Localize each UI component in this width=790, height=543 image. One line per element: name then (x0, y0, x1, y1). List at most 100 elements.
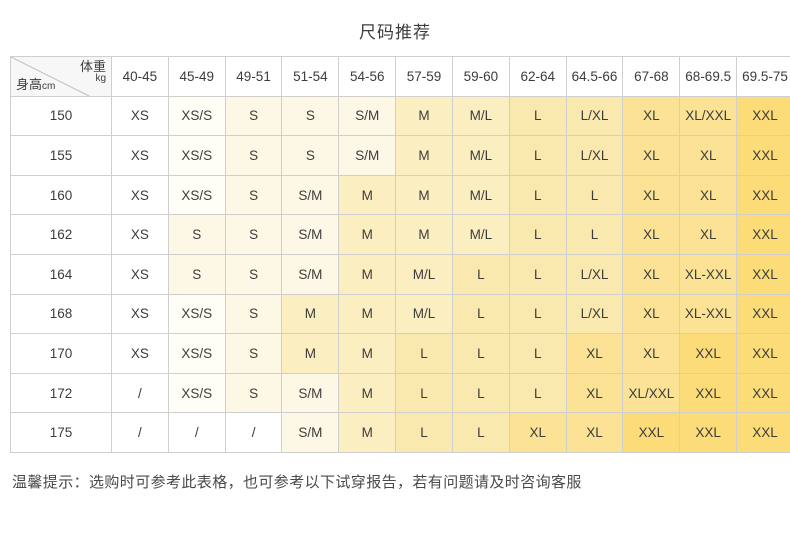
size-cell: XS (111, 174, 169, 216)
size-cell: L (508, 333, 567, 374)
size-cell: M/L (395, 293, 453, 335)
size-cell: S (224, 372, 283, 414)
size-cell: M (338, 253, 397, 295)
weight-column-header-7: 62-64 (508, 56, 567, 97)
weight-column-header-8: 64.5-66 (565, 56, 624, 97)
size-cell: XS/S (167, 95, 226, 137)
size-cell: M (395, 214, 453, 255)
size-cell: XL (622, 293, 681, 335)
size-cell: M (281, 293, 340, 335)
corner-header-cell: 体重 kg 身高cm (10, 56, 112, 97)
size-cell: XL (565, 372, 624, 414)
size-cell: XL-XXL (679, 293, 738, 335)
size-cell: L (508, 253, 567, 295)
height-row-label-8: 175 (10, 412, 112, 453)
size-cell: XL (508, 412, 567, 453)
size-cell: XXL (736, 214, 790, 255)
table-row: 175// / S/M M L L XL XL XXL XXL XXL (10, 412, 790, 453)
size-cell: XL/XXL (622, 372, 681, 414)
weight-column-header-11: 69.5-75 (736, 56, 790, 97)
corner-weight-label: 体重 kg (80, 60, 106, 84)
size-cell: S (224, 174, 283, 216)
size-cell: XS/S (167, 174, 226, 216)
size-cell: M (338, 372, 397, 414)
size-cell: XL (622, 174, 681, 216)
size-cell: XL (622, 333, 681, 374)
table-row: 155 XS XS/S S S S/M M M/L L L/XL XL XL XXL (10, 135, 790, 176)
size-cell: XS (111, 253, 169, 295)
size-cell: XL (622, 135, 681, 176)
size-cell: L (451, 333, 510, 374)
size-cell: XS (111, 333, 169, 374)
size-cell: XS (111, 293, 169, 335)
weight-column-header-1: 45-49 (167, 56, 226, 97)
size-cell: XL (565, 412, 624, 453)
size-cell: XL (565, 333, 624, 374)
size-cell: XXL (736, 293, 790, 335)
size-cell: L (451, 372, 510, 414)
size-cell: M (338, 174, 397, 216)
size-cell: XXL (679, 412, 738, 453)
footer-note: 温馨提示：选购时可参考此表格，也可参考以下试穿报告，若有问题请及时咨询客服 (12, 473, 582, 491)
size-cell: S/M (338, 95, 397, 137)
height-row-label-3: 162 (10, 214, 112, 255)
size-cell: XXL (679, 372, 738, 414)
size-cell: / (167, 412, 226, 453)
corner-height-text: 身高 (16, 77, 43, 93)
weight-column-header-0: 40-45 (111, 56, 169, 97)
height-row-label-7: 172 (10, 372, 112, 414)
size-cell: L/XL (565, 293, 624, 335)
weight-column-header-4: 54-56 (338, 56, 397, 97)
size-cell: L (508, 135, 567, 176)
size-cell: XXL (736, 372, 790, 414)
size-cell: S (224, 135, 283, 176)
corner-weight-text: 体重 (79, 59, 106, 74)
size-cell: S (224, 95, 283, 137)
size-cell: S/M (338, 135, 397, 176)
size-cell: S/M (281, 174, 340, 216)
size-cell: XXL (736, 333, 790, 374)
size-cell: XL (622, 95, 681, 137)
size-cell: M (395, 135, 453, 176)
size-cell: XS (111, 135, 169, 176)
size-cell: XS (111, 214, 169, 255)
size-cell: XL (679, 174, 738, 216)
table-row: 150 XS XS/S S S S/M M M/L L L/XL XL XL/XXL XXL (10, 95, 790, 137)
size-cell: S/M (281, 372, 340, 414)
size-cell: S (281, 95, 340, 137)
table-row: 160 XS XS/S S S/M M M M/L L L XL XL XXL (10, 174, 790, 216)
size-cell: L (451, 293, 510, 335)
size-table-body: 150 XS XS/S S S S/M M M/L L L/XL XL XL/XXL XXL 155 XS X… (10, 95, 790, 453)
size-cell: S (167, 214, 226, 255)
size-table: 体重 kg 身高cm 40-45 45-49 49-51 51-54 54-56 57-5… (10, 56, 790, 453)
size-cell: M/L (451, 214, 510, 255)
size-cell: XL (622, 214, 681, 255)
table-header-row: 体重 kg 身高cm 40-45 45-49 49-51 51-54 54-56 57-5… (10, 56, 790, 97)
size-cell: M/L (451, 135, 510, 176)
weight-column-header-9: 67-68 (622, 56, 681, 97)
size-cell: XL (679, 135, 738, 176)
size-cell: L (508, 372, 567, 414)
size-cell: S (167, 253, 226, 295)
weight-column-header-6: 59-60 (451, 56, 510, 97)
size-cell: S (224, 214, 283, 255)
size-cell: XXL (736, 174, 790, 216)
size-cell: M (281, 333, 340, 374)
weight-column-header-2: 49-51 (224, 56, 283, 97)
weight-column-header-5: 57-59 (395, 56, 453, 97)
size-cell: / (224, 412, 283, 453)
size-cell: L/XL (565, 95, 624, 137)
height-row-label-6: 170 (10, 333, 112, 374)
size-cell: XXL (736, 95, 790, 137)
size-cell: XL (679, 214, 738, 255)
size-cell: M (395, 174, 453, 216)
height-row-label-0: 150 (10, 95, 112, 137)
size-cell: XS/S (167, 293, 226, 335)
size-cell: S (224, 253, 283, 295)
corner-height-label: 身高cm (16, 78, 55, 93)
size-cell: XXL (736, 412, 790, 453)
height-row-label-5: 168 (10, 293, 112, 335)
size-cell: / (111, 412, 169, 453)
size-cell: M/L (451, 95, 510, 137)
size-cell: L (395, 372, 453, 414)
